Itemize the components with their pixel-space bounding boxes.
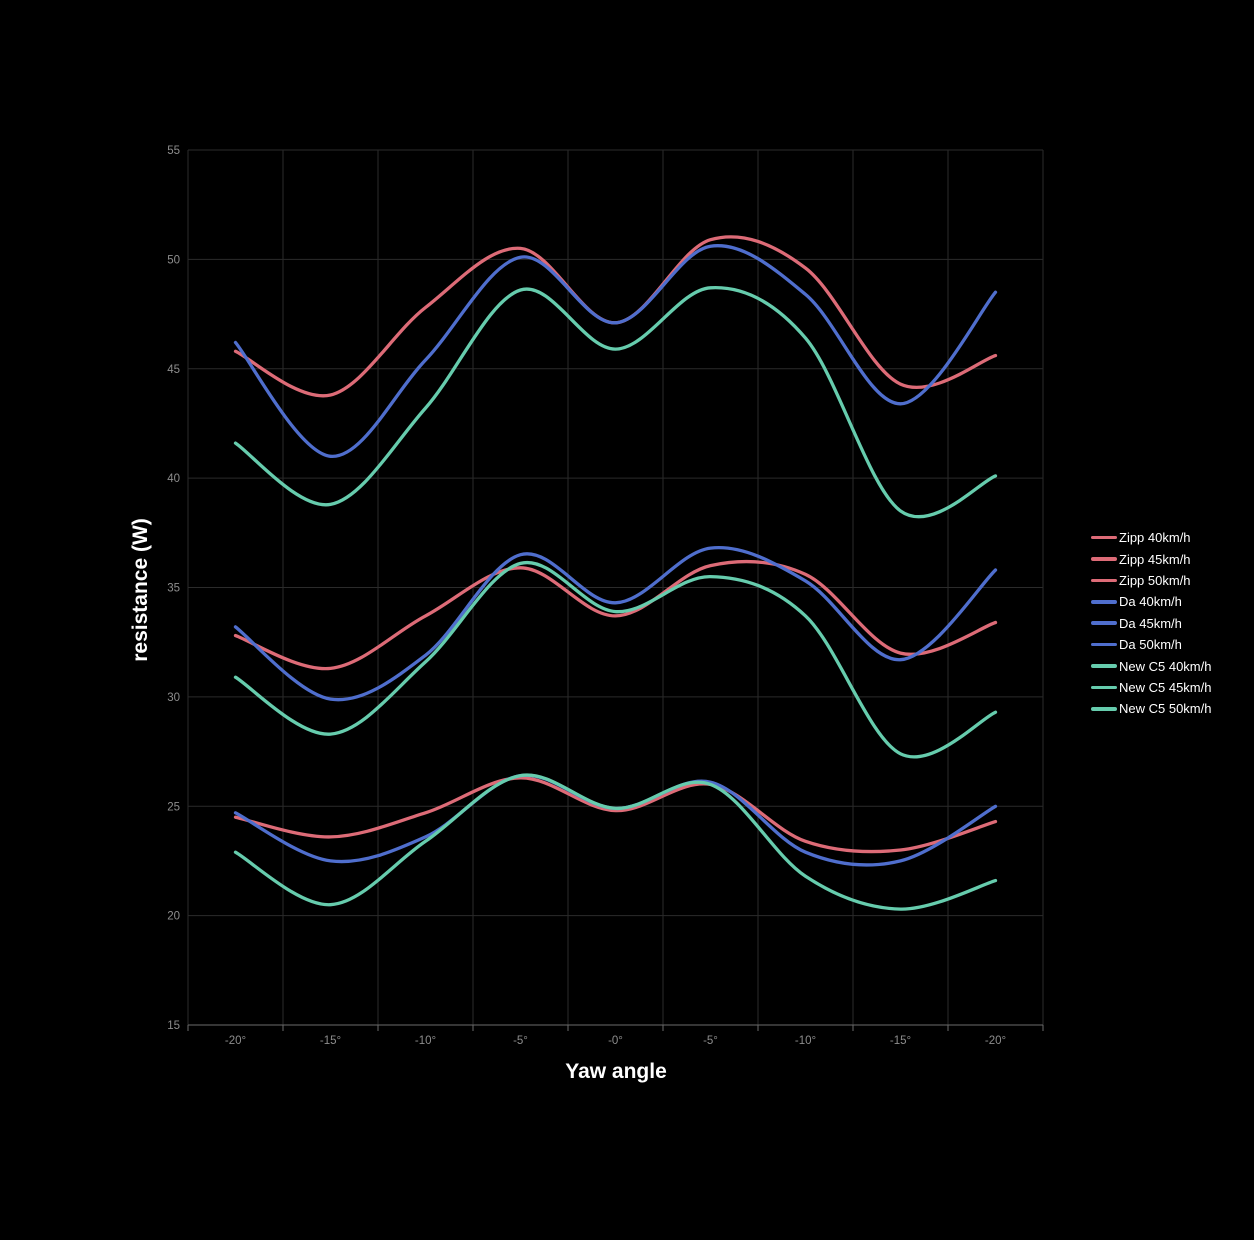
grid	[187, 149, 1044, 1026]
y-tick-label: 40	[167, 473, 180, 485]
series-line-da-50km-h	[233, 244, 998, 458]
legend-label: Da 50km/h	[1119, 637, 1182, 653]
legend-swatch-icon	[1091, 557, 1117, 561]
series-line-zipp-45km-h	[233, 559, 998, 671]
legend-item-zipp-40km-h[interactable]: Zipp 40km/h	[1091, 527, 1211, 548]
series-lines	[233, 235, 998, 911]
legend-label: New C5 40km/h	[1119, 658, 1212, 674]
legend-label: Zipp 45km/h	[1119, 551, 1191, 567]
x-tick-label: -20°	[225, 1035, 246, 1047]
legend-label: Zipp 50km/h	[1119, 572, 1191, 588]
legend-item-da-50km-h[interactable]: Da 50km/h	[1091, 634, 1211, 655]
series-line-zipp-40km-h	[233, 776, 998, 854]
y-tick-labels: 15 20 25 30 35 40 45 50 55	[167, 145, 180, 1032]
legend-item-new-c5-45km-h[interactable]: New C5 45km/h	[1091, 677, 1211, 698]
x-tick-label: -0°	[608, 1035, 623, 1047]
legend-swatch-icon	[1091, 664, 1117, 668]
legend-swatch-icon	[1091, 642, 1117, 647]
legend-swatch-icon	[1091, 707, 1117, 711]
legend-swatch-icon	[1091, 535, 1117, 540]
x-tick-label: -10°	[415, 1035, 436, 1047]
series-line-new-c5-50km-h	[233, 286, 998, 519]
legend-item-new-c5-40km-h[interactable]: New C5 40km/h	[1091, 655, 1211, 676]
legend-item-da-40km-h[interactable]: Da 40km/h	[1091, 591, 1211, 612]
series-line-zipp-50km-h	[233, 235, 998, 398]
x-axis	[187, 1024, 1044, 1031]
legend-swatch-icon	[1091, 578, 1117, 583]
y-tick-label: 25	[167, 801, 180, 813]
x-tick-label: -5°	[513, 1035, 528, 1047]
y-tick-label: 20	[167, 911, 180, 923]
y-tick-label: 35	[167, 583, 180, 595]
legend-item-zipp-50km-h[interactable]: Zipp 50km/h	[1091, 570, 1211, 591]
y-tick-label: 15	[167, 1020, 180, 1032]
series-line-new-c5-45km-h	[233, 560, 998, 759]
legend-item-da-45km-h[interactable]: Da 45km/h	[1091, 613, 1211, 634]
legend-label: New C5 50km/h	[1119, 701, 1212, 717]
legend: Zipp 40km/h Zipp 45km/h Zipp 50km/h Da 40km…	[1091, 527, 1211, 720]
y-axis-title: resistance (W)	[129, 518, 152, 662]
x-tick-labels: -20° -15° -10° -5° -0° -5° -10° -15° -20°	[225, 1035, 1006, 1047]
legend-item-new-c5-50km-h[interactable]: New C5 50km/h	[1091, 698, 1211, 719]
x-tick-label: -20°	[985, 1035, 1006, 1047]
legend-swatch-icon	[1091, 600, 1117, 604]
legend-item-zipp-45km-h[interactable]: Zipp 45km/h	[1091, 548, 1211, 569]
x-tick-label: -15°	[890, 1035, 911, 1047]
legend-swatch-icon	[1091, 621, 1117, 626]
legend-label: New C5 45km/h	[1119, 679, 1212, 695]
y-tick-label: 30	[167, 692, 180, 704]
legend-label: Da 40km/h	[1119, 594, 1182, 610]
x-tick-label: -15°	[320, 1035, 341, 1047]
legend-label: Zipp 40km/h	[1119, 530, 1191, 546]
x-axis-title: Yaw angle	[565, 1060, 667, 1083]
x-tick-label: -5°	[703, 1035, 718, 1047]
legend-swatch-icon	[1091, 685, 1117, 690]
y-tick-label: 55	[167, 145, 180, 157]
series-line-new-c5-40km-h	[233, 773, 998, 911]
y-tick-label: 45	[167, 364, 180, 376]
legend-label: Da 45km/h	[1119, 615, 1182, 631]
series-line-da-45km-h	[233, 545, 998, 702]
y-tick-label: 50	[167, 254, 180, 266]
x-tick-label: -10°	[795, 1035, 816, 1047]
